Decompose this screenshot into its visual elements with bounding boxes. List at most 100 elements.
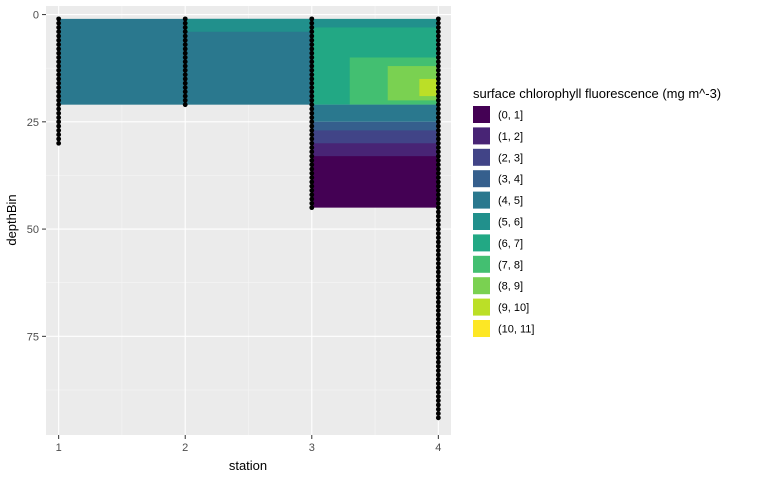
- sample-point: [435, 205, 441, 211]
- sample-point: [309, 93, 315, 99]
- sample-point: [435, 252, 441, 258]
- sample-point: [309, 192, 315, 198]
- sample-point: [435, 376, 441, 382]
- legend-key: [473, 320, 490, 337]
- sample-point: [435, 59, 441, 65]
- sample-point: [435, 188, 441, 193]
- sample-point: [309, 132, 315, 138]
- sample-point: [182, 20, 188, 26]
- sample-point: [56, 76, 62, 82]
- sample-point: [435, 389, 441, 395]
- sample-point: [435, 29, 441, 35]
- sample-point: [309, 33, 315, 39]
- sample-point: [182, 16, 188, 22]
- legend-key: [473, 234, 490, 252]
- sample-point: [435, 106, 441, 112]
- legend-key: [473, 298, 490, 316]
- legend-title: surface chlorophyll fluorescence (mg m^-…: [473, 86, 721, 101]
- sample-point: [56, 89, 62, 95]
- sample-point: [182, 102, 188, 108]
- sample-point: [435, 72, 441, 78]
- sample-point: [435, 308, 441, 313]
- sample-point: [435, 325, 441, 331]
- sample-point: [309, 123, 315, 129]
- legend-label: (4, 5]: [498, 195, 523, 207]
- sample-points: [56, 16, 441, 421]
- sample-point: [182, 97, 188, 103]
- sample-point: [435, 16, 441, 22]
- sample-point: [435, 42, 441, 48]
- sample-point: [435, 76, 441, 82]
- sample-point: [435, 312, 441, 318]
- x-axis: 1 2 3 4: [56, 435, 441, 454]
- sample-point: [309, 205, 315, 211]
- sample-point: [435, 346, 441, 352]
- sample-point: [56, 140, 62, 146]
- sample-point: [435, 235, 441, 241]
- y-tick-label: 25: [27, 117, 39, 129]
- sample-point: [435, 179, 441, 185]
- sample-point: [309, 110, 315, 116]
- sample-point: [435, 170, 441, 176]
- sample-point: [435, 136, 441, 142]
- sample-point: [435, 299, 441, 305]
- sample-point: [435, 256, 441, 262]
- sample-point: [435, 321, 441, 326]
- sample-point: [309, 196, 315, 202]
- sample-point: [309, 145, 315, 150]
- sample-point: [435, 351, 441, 356]
- sample-point: [309, 188, 315, 193]
- sample-point: [56, 67, 62, 73]
- sample-point: [435, 291, 441, 296]
- sample-point: [309, 140, 315, 146]
- sample-point: [435, 261, 441, 266]
- sample-point: [309, 16, 315, 22]
- sample-point: [435, 102, 441, 108]
- sample-point: [435, 85, 441, 90]
- sample-point: [182, 59, 188, 65]
- sample-point: [309, 102, 315, 108]
- legend-label: (9, 10]: [498, 302, 529, 314]
- legend-key: [473, 213, 490, 230]
- sample-point: [435, 166, 441, 172]
- sample-point: [182, 93, 188, 99]
- sample-point: [435, 50, 441, 56]
- sample-point: [56, 25, 62, 30]
- sample-point: [56, 50, 62, 56]
- sample-point: [309, 63, 315, 69]
- sample-point: [435, 355, 441, 361]
- sample-point: [435, 149, 441, 155]
- sample-point: [435, 140, 441, 146]
- sample-point: [182, 29, 188, 35]
- sample-point: [309, 115, 315, 120]
- sample-point: [435, 402, 441, 408]
- sample-point: [435, 37, 441, 43]
- sample-point: [56, 46, 62, 52]
- sample-point: [435, 33, 441, 39]
- sample-point: [435, 316, 441, 322]
- sample-point: [435, 123, 441, 129]
- sample-point: [435, 243, 441, 249]
- sample-point: [309, 37, 315, 43]
- sample-point: [309, 29, 315, 35]
- sample-point: [56, 85, 62, 90]
- sample-point: [435, 200, 441, 206]
- sample-point: [309, 128, 315, 133]
- sample-point: [435, 115, 441, 120]
- sample-point: [309, 50, 315, 56]
- sample-point: [309, 166, 315, 172]
- sample-point: [435, 239, 441, 245]
- sample-point: [435, 406, 441, 412]
- sample-point: [435, 132, 441, 138]
- sample-point: [182, 33, 188, 39]
- sample-point: [56, 110, 62, 116]
- sample-point: [309, 76, 315, 82]
- sample-point: [435, 128, 441, 133]
- sample-point: [309, 42, 315, 48]
- sample-point: [435, 20, 441, 26]
- sample-point: [435, 278, 441, 283]
- sample-point: [182, 50, 188, 56]
- legend-label: (0, 1]: [498, 110, 523, 122]
- sample-point: [56, 97, 62, 103]
